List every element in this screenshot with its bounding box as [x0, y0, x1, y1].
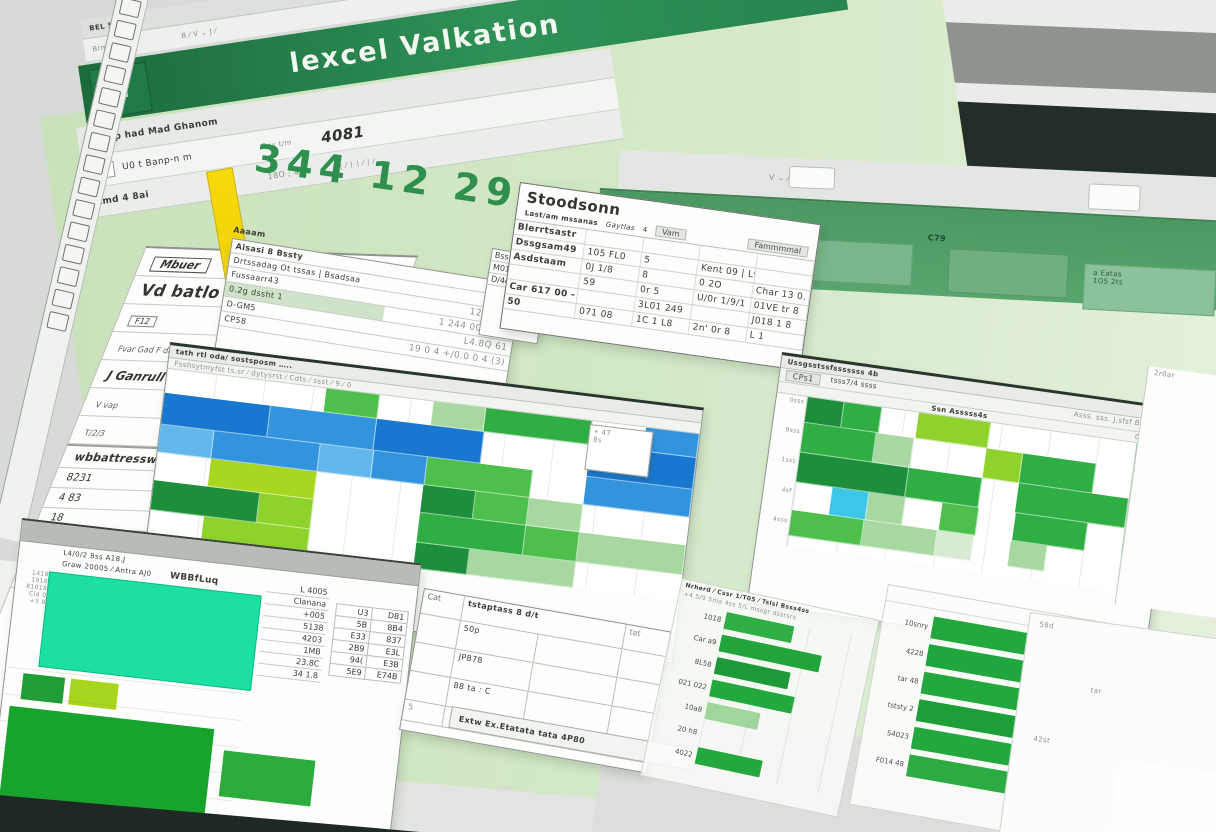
bar-row-label: 10snry: [903, 618, 929, 631]
heatmap-right-row-label: 4sss: [772, 515, 789, 525]
bar-row-label: tar 48: [897, 674, 920, 686]
bar-row-label: 10a8: [683, 701, 703, 714]
heatmap-right-row-label: 4sf: [781, 486, 793, 495]
toolbar-strip-icon[interactable]: [103, 64, 127, 86]
bar-row-label: 20 h8: [676, 723, 699, 736]
cell-ref-value[interactable]: 4081: [320, 122, 366, 147]
toolbar-strip-icon[interactable]: [92, 109, 117, 131]
sidebar-item-label: J Ganrull: [104, 368, 168, 385]
toolbar-strip-icon[interactable]: [87, 131, 111, 153]
bottom-left-mini-table: U3 D81 5B 8B4 E33 837 2B9 E3L 94(E3B 5E9 E74B: [328, 603, 409, 684]
cell-cursor-chip[interactable]: ∙ 47 8s: [584, 424, 654, 478]
heatmap-cell-g1: [413, 542, 470, 575]
bar-row-label: 1018: [702, 611, 723, 624]
toolbar-strip-icon[interactable]: [51, 288, 75, 310]
mini-table-cell: E74B: [363, 666, 403, 684]
bar-row-label: F014 48: [875, 755, 905, 769]
ribbon-c79-label: C79: [927, 233, 947, 244]
green-block-2: [218, 750, 316, 807]
heatmap-cell-pg: [933, 530, 975, 562]
toolbar-strip-icon[interactable]: [97, 86, 122, 108]
heatmap-right-row-label: 0sss: [789, 396, 805, 406]
ribbon-button-right[interactable]: a Eatas 1O5 2ts: [1082, 263, 1216, 317]
bar-row-label: 8L58: [693, 657, 713, 669]
sidebar-item-label: Vd batlo: [137, 280, 224, 303]
toolbar-strip-icon[interactable]: [66, 221, 91, 243]
bar-row-label: 021 022: [677, 677, 708, 691]
sidebar-item-label: F12: [126, 315, 158, 328]
grid-right-label: 2r0ar: [1153, 368, 1176, 380]
toolbar-strip-icon[interactable]: [46, 310, 70, 333]
grid-br-label-2: tar: [1090, 686, 1103, 696]
sidebar-item-label: Fvar Gad F da: [116, 344, 175, 356]
stood-chip-b: 4: [642, 225, 648, 234]
bottom-left-side-labels: 1418 1918 81018 Cld 0 +3 8: [15, 568, 49, 607]
scroll-tab-right[interactable]: [1087, 183, 1141, 212]
toolbar-strip-icon[interactable]: [118, 0, 142, 19]
toolbar-strip-icon[interactable]: [108, 42, 132, 64]
bottom-left-numbers: L 4005 Clanana +005 5138 4203 1MB 23.8C 34 1.8: [256, 580, 332, 683]
sidebar-item-label: Mbuer: [148, 256, 212, 274]
bar-row-label: 4228: [905, 647, 925, 659]
grid-br-label-3: 42st: [1032, 734, 1051, 746]
mini-table-cell: 5E9: [328, 662, 367, 680]
toolbar-strip-icon[interactable]: [61, 243, 86, 265]
bottom-left-panel: L4/0/2 8ss A18.J Graw 20005 ⁄ Antra AJ0 …: [0, 518, 422, 832]
bar-row-label: Car a9: [693, 633, 718, 646]
heatmap-right-row-label: 9sss: [784, 426, 801, 436]
heatmap-cell-lg: [1007, 540, 1049, 572]
grid-br-label-1: 58d: [1038, 620, 1055, 631]
aaaam-row-label: CP58: [223, 313, 247, 327]
bar-row-label: tststy 2: [886, 700, 915, 714]
heatmap-cell-w: [970, 535, 1012, 567]
grid-bottom-right-2: [1107, 760, 1216, 832]
ribbon-button-mid[interactable]: [947, 248, 1070, 299]
aaaam-row-label: D-GM5: [225, 299, 257, 313]
toolbar-strip-icon[interactable]: [72, 198, 96, 220]
bar-panel-a: Nrherd ⁄ Cssr 1/T05 ⁄ Tslsl Bsss4ss +4 5…: [640, 578, 880, 818]
column-ticks: B ⁄ V ⌄ J ⁄: [180, 27, 217, 41]
bottom-left-line2b: WBBfLuq: [169, 571, 220, 587]
toolbar-strip-icon[interactable]: [77, 176, 101, 198]
bar-row-label: 4022: [674, 746, 694, 759]
sidebar-item-label: V vap: [93, 400, 120, 411]
toolbar-row2-text[interactable]: U0 t Banp-n m: [121, 151, 193, 173]
sidebar-item-label: T/2/3: [82, 428, 107, 439]
bar-row-label: 54023: [886, 729, 910, 741]
toolbar-strip-icon[interactable]: [113, 19, 137, 41]
scroll-tab-left[interactable]: [788, 165, 836, 190]
stood-chip-a: Gaytlas: [605, 219, 636, 232]
toolbar-strip-icon[interactable]: [82, 154, 106, 176]
toolbar-strip-icon[interactable]: [56, 266, 80, 288]
heatmap-right-row-label: 1sss: [780, 455, 797, 465]
